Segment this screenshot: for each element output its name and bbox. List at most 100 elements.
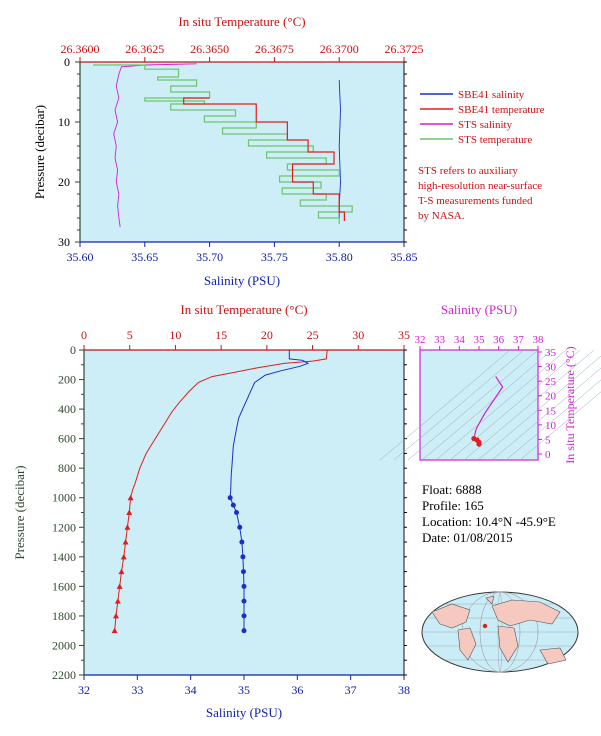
bottom-tick-label: 35.60 xyxy=(67,250,94,264)
left-tick-label: 2200 xyxy=(52,668,76,682)
map-landmass xyxy=(539,647,567,665)
top-tick-label: 26.3700 xyxy=(320,42,359,56)
legend-note-line: STS refers to auxiliary xyxy=(418,165,518,177)
bottom-axis-title: Salinity (PSU) xyxy=(206,705,282,720)
left-tick-label: 0 xyxy=(64,55,70,69)
bottom-tick-label: 33 xyxy=(131,683,143,697)
left-tick-label: 20 xyxy=(58,175,70,189)
left-tick-label: 400 xyxy=(58,402,76,416)
ts-diagram-chart: 32 33 34 35 36 37 38 Salinity (PSU) 0 5 10 15 20 25 30… xyxy=(379,302,601,464)
left-tick-label: 1200 xyxy=(52,520,76,534)
plot-area xyxy=(79,61,405,243)
salinity-marker xyxy=(240,569,246,575)
temperature-marker xyxy=(124,524,131,530)
top-tick-label: 20 xyxy=(261,328,273,342)
temperature-marker xyxy=(127,494,134,501)
top-tick-label: 26.3675 xyxy=(255,42,294,56)
density-contour xyxy=(435,349,567,461)
top-tick-label: 35 xyxy=(398,328,410,342)
legend-label: STS temperature xyxy=(458,134,532,146)
bottom-tick-label: 38 xyxy=(398,683,410,697)
salinity-marker xyxy=(230,502,236,508)
bottom-tick-label: 35.75 xyxy=(261,250,288,264)
ts-right-tick-label: 30 xyxy=(545,362,557,374)
location-text: Location: 10.4°N -45.9°E xyxy=(422,514,556,529)
temperature-marker xyxy=(122,539,129,545)
ts-top-tick-label: 37 xyxy=(513,334,525,346)
temperature-marker xyxy=(114,598,121,604)
left-tick-label: 1400 xyxy=(52,550,76,564)
ts-top-tick-label: 34 xyxy=(454,334,466,346)
top-tick-label: 26.3650 xyxy=(190,42,229,56)
ts-right-tick-label: 25 xyxy=(545,376,557,388)
legend-label: STS salinity xyxy=(458,119,513,131)
density-contour xyxy=(463,349,595,461)
bottom-tick-label: 37 xyxy=(345,683,357,697)
bottom-tick-label: 35.65 xyxy=(131,250,158,264)
top-axis-title: In situ Temperature (°C) xyxy=(180,302,307,317)
bottom-tick-label: 35.85 xyxy=(391,250,418,264)
top-tick-label: 5 xyxy=(127,328,133,342)
temperature-marker xyxy=(120,553,127,560)
ts-top-tick-label: 32 xyxy=(415,334,426,346)
density-contour xyxy=(491,367,601,461)
top-tick-label: 26.3600 xyxy=(61,42,100,56)
density-contour xyxy=(519,391,601,461)
top-tick-label: 26.3725 xyxy=(385,42,424,56)
ts-right-tick-label: 5 xyxy=(545,434,551,446)
temperature-marker xyxy=(118,568,125,575)
ts-top-axis-title: Salinity (PSU) xyxy=(441,302,517,317)
top-axis-title: In situ Temperature (°C) xyxy=(178,14,305,29)
legend-note-line: T-S measurements funded xyxy=(418,195,533,207)
salinity-marker xyxy=(234,510,240,515)
ts-right-axis-title: In situ Temperature (°C) xyxy=(563,346,577,463)
top-tick-label: 10 xyxy=(169,328,181,342)
temperature-marker xyxy=(126,509,133,515)
bottom-tick-label: 35.80 xyxy=(326,250,353,264)
full-profile-chart: 0 5 10 15 20 25 30 35 In situ Temperature (°C) 32… xyxy=(12,302,410,720)
bottom-tick-label: 36 xyxy=(291,683,303,697)
left-tick-label: 1000 xyxy=(52,491,76,505)
salinity-marker xyxy=(237,524,243,530)
salinity-marker xyxy=(241,598,247,604)
map-landmass xyxy=(485,595,495,605)
ts-right-tick-label: 10 xyxy=(545,420,557,432)
map-landmass xyxy=(491,599,561,627)
map-landmass xyxy=(457,627,477,661)
left-tick-label: 2000 xyxy=(52,638,76,652)
left-tick-label: 800 xyxy=(58,461,76,475)
density-contour xyxy=(407,349,539,461)
density-contour xyxy=(505,379,601,461)
float-location-marker xyxy=(482,623,488,629)
left-tick-label: 30 xyxy=(58,235,70,249)
series-sts-salinity xyxy=(113,63,197,228)
top-tick-label: 30 xyxy=(352,328,364,342)
salinity-marker xyxy=(241,613,247,619)
bottom-tick-label: 35 xyxy=(238,683,250,697)
temperature-marker xyxy=(111,627,118,634)
density-contour xyxy=(477,355,601,461)
salinity-marker xyxy=(241,583,247,589)
ts-marker xyxy=(476,441,482,447)
top-tick-label: 25 xyxy=(307,328,319,342)
legend-label: SBE41 temperature xyxy=(458,104,545,116)
series-salinity-line xyxy=(229,350,310,631)
ts-right-tick-label: 15 xyxy=(545,405,557,417)
left-tick-label: 1800 xyxy=(52,609,76,623)
salinity-marker xyxy=(227,495,233,501)
top-tick-label: 26.3625 xyxy=(125,42,164,56)
left-tick-label: 1600 xyxy=(52,579,76,593)
left-tick-label: 600 xyxy=(58,432,76,446)
ts-top-tick-label: 36 xyxy=(493,334,505,346)
top-tick-label: 15 xyxy=(215,328,227,342)
date-text: Date: 01/08/2015 xyxy=(422,530,513,545)
density-contour xyxy=(379,349,511,461)
ts-right-tick-label: 0 xyxy=(545,449,551,461)
temperature-marker xyxy=(113,612,119,619)
ts-top-tick-label: 35 xyxy=(474,334,486,346)
left-axis-title: Pressure (decibar) xyxy=(12,465,27,559)
left-tick-label: 0 xyxy=(70,343,76,357)
ts-right-tick-label: 20 xyxy=(545,391,557,403)
ts-top-tick-label: 33 xyxy=(434,334,446,346)
